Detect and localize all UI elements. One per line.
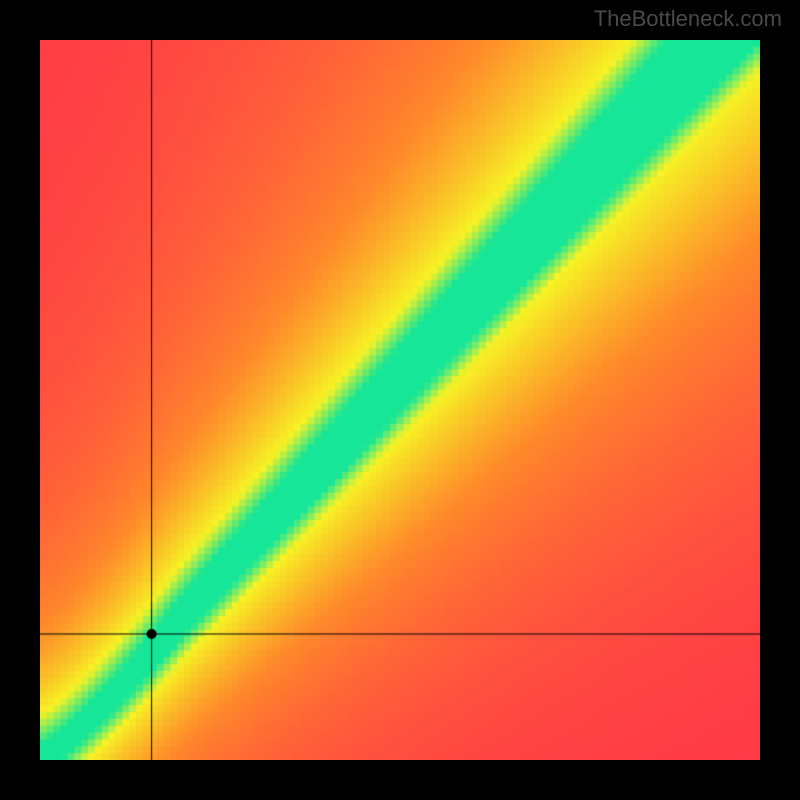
plot-area [40,40,760,760]
chart-container: TheBottleneck.com [0,0,800,800]
watermark-text: TheBottleneck.com [594,6,782,32]
heatmap-canvas [40,40,760,760]
